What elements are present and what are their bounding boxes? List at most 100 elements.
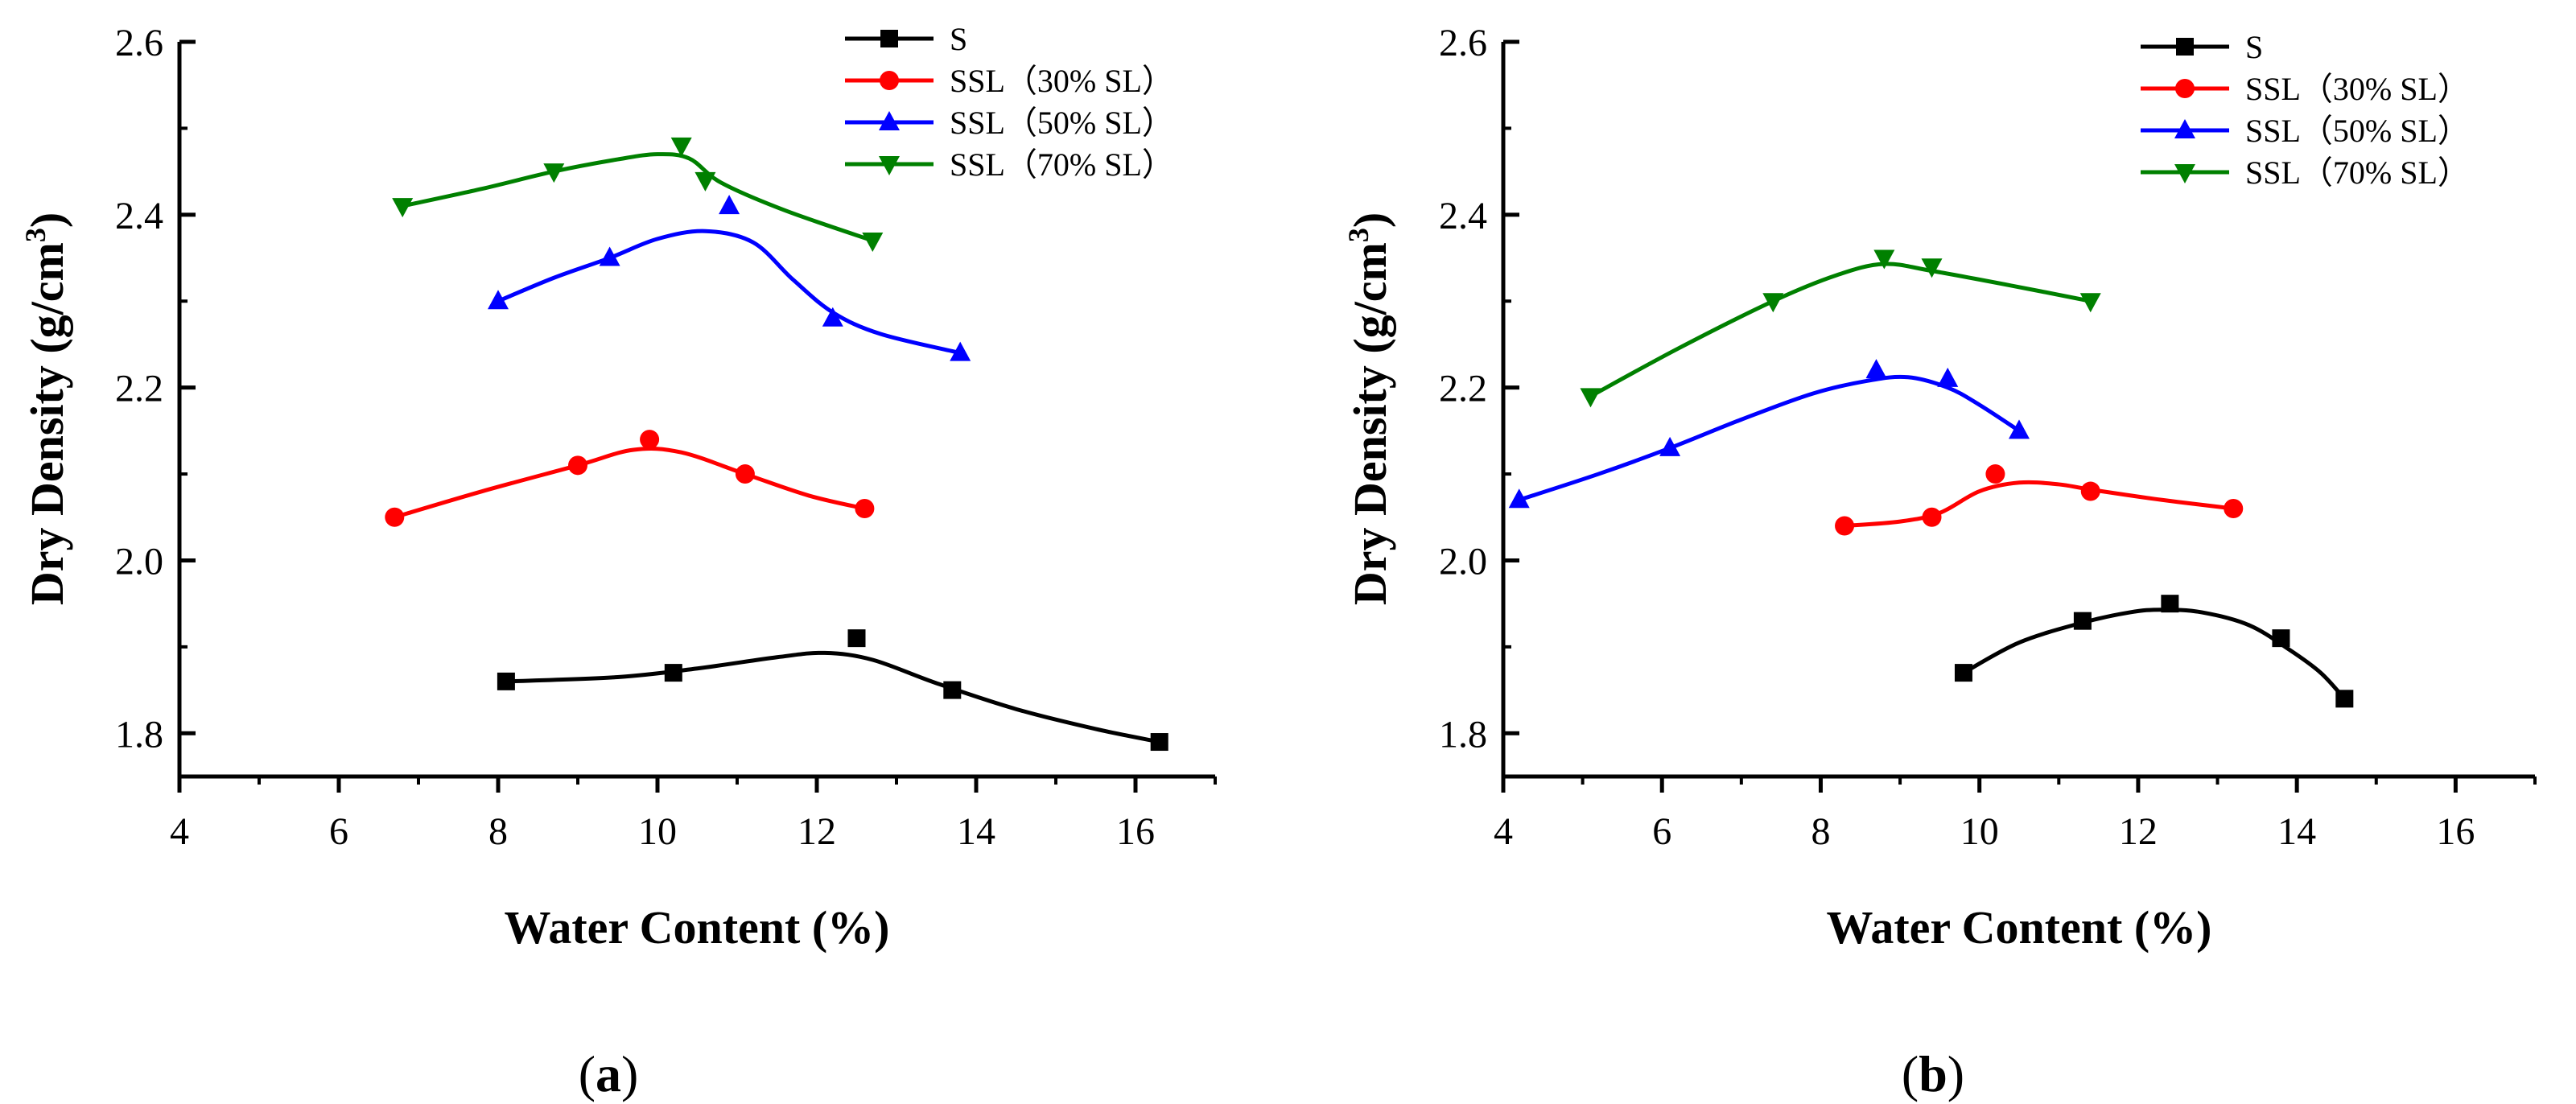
legend-marker bbox=[2176, 38, 2194, 56]
data-point bbox=[847, 629, 866, 648]
series-line bbox=[400, 152, 875, 243]
series-layer bbox=[1508, 249, 2354, 708]
series-line bbox=[1961, 608, 2347, 701]
legend-label: SSL（50% SL） bbox=[2245, 113, 2470, 149]
data-point bbox=[1580, 388, 1601, 408]
data-point bbox=[640, 430, 660, 450]
data-point bbox=[2073, 612, 2092, 630]
series bbox=[1508, 359, 2030, 509]
panel-label-open: ( bbox=[1902, 1045, 1919, 1102]
data-point bbox=[1921, 258, 1943, 278]
y-tick-label: 2.6 bbox=[1439, 22, 1487, 64]
y-tick-label: 1.8 bbox=[1439, 713, 1487, 756]
y-axis-title-close: ) bbox=[21, 212, 73, 228]
y-axis-title-superscript: 3 bbox=[19, 228, 52, 242]
legend-label: S bbox=[950, 21, 967, 57]
y-axis-title-main: Dry Density (g/cm bbox=[1344, 242, 1396, 605]
series-layer bbox=[385, 137, 1168, 752]
panel-b: 4 6 8 10 12 14 16 1.8 2.0 2.2 2.4 2.6 Wa… bbox=[1342, 22, 2537, 1102]
y-tick-label: 2.6 bbox=[115, 22, 163, 64]
data-point bbox=[1922, 507, 1942, 527]
data-point bbox=[822, 307, 843, 327]
series-line bbox=[504, 650, 1162, 744]
legend-label: SSL（30% SL） bbox=[2245, 71, 2470, 107]
legend: S SSL（30% SL） SSL（50% SL） SSL（70% SL） bbox=[2141, 29, 2470, 191]
y-axis-title-main: Dry Density (g/cm bbox=[21, 242, 73, 605]
legend-marker bbox=[2175, 79, 2195, 98]
data-point bbox=[2080, 481, 2100, 501]
x-tick-label: 8 bbox=[488, 810, 508, 853]
y-tick-labels: 1.8 2.0 2.2 2.4 2.6 bbox=[115, 22, 163, 756]
data-point bbox=[1954, 664, 1972, 682]
legend-entry: SSL（50% SL） bbox=[2141, 113, 2470, 149]
y-axis-title-superscript: 3 bbox=[1342, 228, 1375, 242]
data-point bbox=[392, 198, 414, 218]
data-point bbox=[1835, 516, 1855, 536]
data-point bbox=[543, 163, 565, 183]
data-point bbox=[1873, 249, 1895, 270]
x-tick-label: 16 bbox=[2436, 810, 2475, 853]
x-tick-label: 14 bbox=[957, 810, 995, 853]
series-line bbox=[392, 447, 867, 520]
y-tick-label: 2.2 bbox=[115, 368, 163, 410]
series-line bbox=[1588, 262, 2093, 398]
legend-label: S bbox=[2245, 29, 2263, 65]
legend: S SSL（30% SL） SSL（50% SL） SSL（70% SL） bbox=[845, 21, 1174, 183]
legend-entry: SSL（70% SL） bbox=[845, 146, 1174, 183]
x-tick-label: 4 bbox=[170, 810, 189, 853]
data-point bbox=[950, 341, 971, 361]
series bbox=[1835, 464, 2244, 536]
data-point bbox=[1150, 733, 1168, 752]
data-point bbox=[1659, 436, 1681, 456]
y-tick-label: 2.0 bbox=[115, 540, 163, 583]
panel-label-letter: a bbox=[596, 1045, 621, 1102]
legend-entry: S bbox=[2141, 29, 2263, 65]
data-point bbox=[670, 137, 692, 157]
data-point bbox=[2161, 595, 2179, 613]
series bbox=[385, 430, 875, 527]
data-point bbox=[735, 464, 755, 484]
data-point bbox=[664, 664, 682, 682]
legend-entry: SSL（30% SL） bbox=[2141, 71, 2470, 107]
series bbox=[392, 137, 884, 253]
legend-marker bbox=[879, 156, 900, 175]
panel-label: (b) bbox=[1902, 1045, 1964, 1102]
legend-label: SSL（70% SL） bbox=[950, 146, 1174, 183]
y-tick-label: 2.4 bbox=[115, 195, 163, 237]
data-point bbox=[599, 246, 620, 266]
series bbox=[488, 195, 971, 361]
y-tick-labels: 1.8 2.0 2.2 2.4 2.6 bbox=[1439, 22, 1487, 756]
y-axis-title-close: ) bbox=[1344, 212, 1396, 228]
panel-label-close: ) bbox=[1947, 1045, 1964, 1102]
series bbox=[497, 629, 1168, 752]
data-point bbox=[1508, 488, 1530, 509]
x-tick-labels: 4 6 8 10 12 14 16 bbox=[170, 810, 1155, 853]
panel-label: (a) bbox=[579, 1045, 639, 1102]
legend-marker bbox=[880, 71, 899, 90]
axis-ticks bbox=[177, 39, 1217, 793]
x-tick-label: 10 bbox=[1960, 810, 1999, 853]
data-point bbox=[2224, 499, 2244, 519]
data-point bbox=[2079, 293, 2101, 313]
legend-marker bbox=[879, 111, 900, 130]
x-tick-labels: 4 6 8 10 12 14 16 bbox=[1494, 810, 2475, 853]
data-point bbox=[1865, 359, 1887, 379]
data-point bbox=[568, 455, 587, 476]
x-tick-label: 10 bbox=[638, 810, 677, 853]
panel-a: 4 6 8 10 12 14 16 1.8 2.0 2.2 2.4 2.6 Wa… bbox=[19, 21, 1217, 1102]
x-tick-label: 6 bbox=[1652, 810, 1671, 853]
x-axis-title: Water Content (%) bbox=[1827, 901, 2212, 954]
data-point bbox=[1762, 293, 1784, 313]
y-tick-label: 2.2 bbox=[1439, 368, 1487, 410]
legend-label: SSL（30% SL） bbox=[950, 63, 1174, 99]
panel-label-letter: b bbox=[1919, 1045, 1947, 1102]
data-point bbox=[943, 681, 962, 699]
legend-entry: SSL（30% SL） bbox=[845, 63, 1174, 99]
legend-label: SSL（70% SL） bbox=[2245, 154, 2470, 191]
data-point bbox=[2272, 629, 2290, 648]
y-tick-label: 1.8 bbox=[115, 713, 163, 756]
data-point bbox=[694, 171, 716, 192]
y-axis-title: Dry Density (g/cm3) bbox=[1342, 212, 1396, 605]
x-tick-label: 16 bbox=[1116, 810, 1155, 853]
data-point bbox=[385, 507, 405, 527]
